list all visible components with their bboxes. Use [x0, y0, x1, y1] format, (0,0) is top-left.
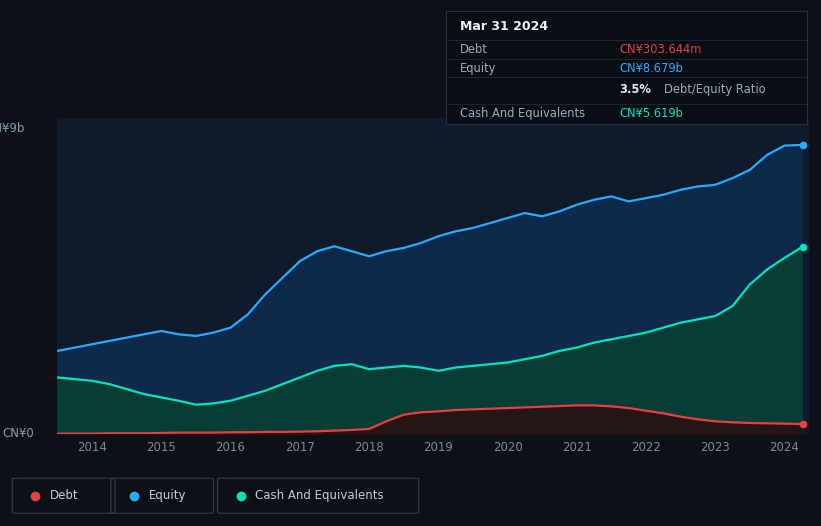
- Text: Debt: Debt: [461, 43, 488, 56]
- Text: Cash And Equivalents: Cash And Equivalents: [255, 489, 384, 502]
- Text: 3.5%: 3.5%: [619, 83, 651, 96]
- Text: CN¥303.644m: CN¥303.644m: [619, 43, 702, 56]
- Text: CN¥8.679b: CN¥8.679b: [619, 62, 683, 75]
- Text: Debt/Equity Ratio: Debt/Equity Ratio: [664, 83, 766, 96]
- Text: CN¥0: CN¥0: [2, 428, 34, 440]
- Text: Debt: Debt: [50, 489, 79, 502]
- Text: CN¥9b: CN¥9b: [0, 122, 25, 135]
- Text: Cash And Equivalents: Cash And Equivalents: [461, 107, 585, 120]
- Text: Equity: Equity: [461, 62, 497, 75]
- Text: Mar 31 2024: Mar 31 2024: [461, 20, 548, 33]
- Text: CN¥5.619b: CN¥5.619b: [619, 107, 683, 120]
- Text: Equity: Equity: [149, 489, 186, 502]
